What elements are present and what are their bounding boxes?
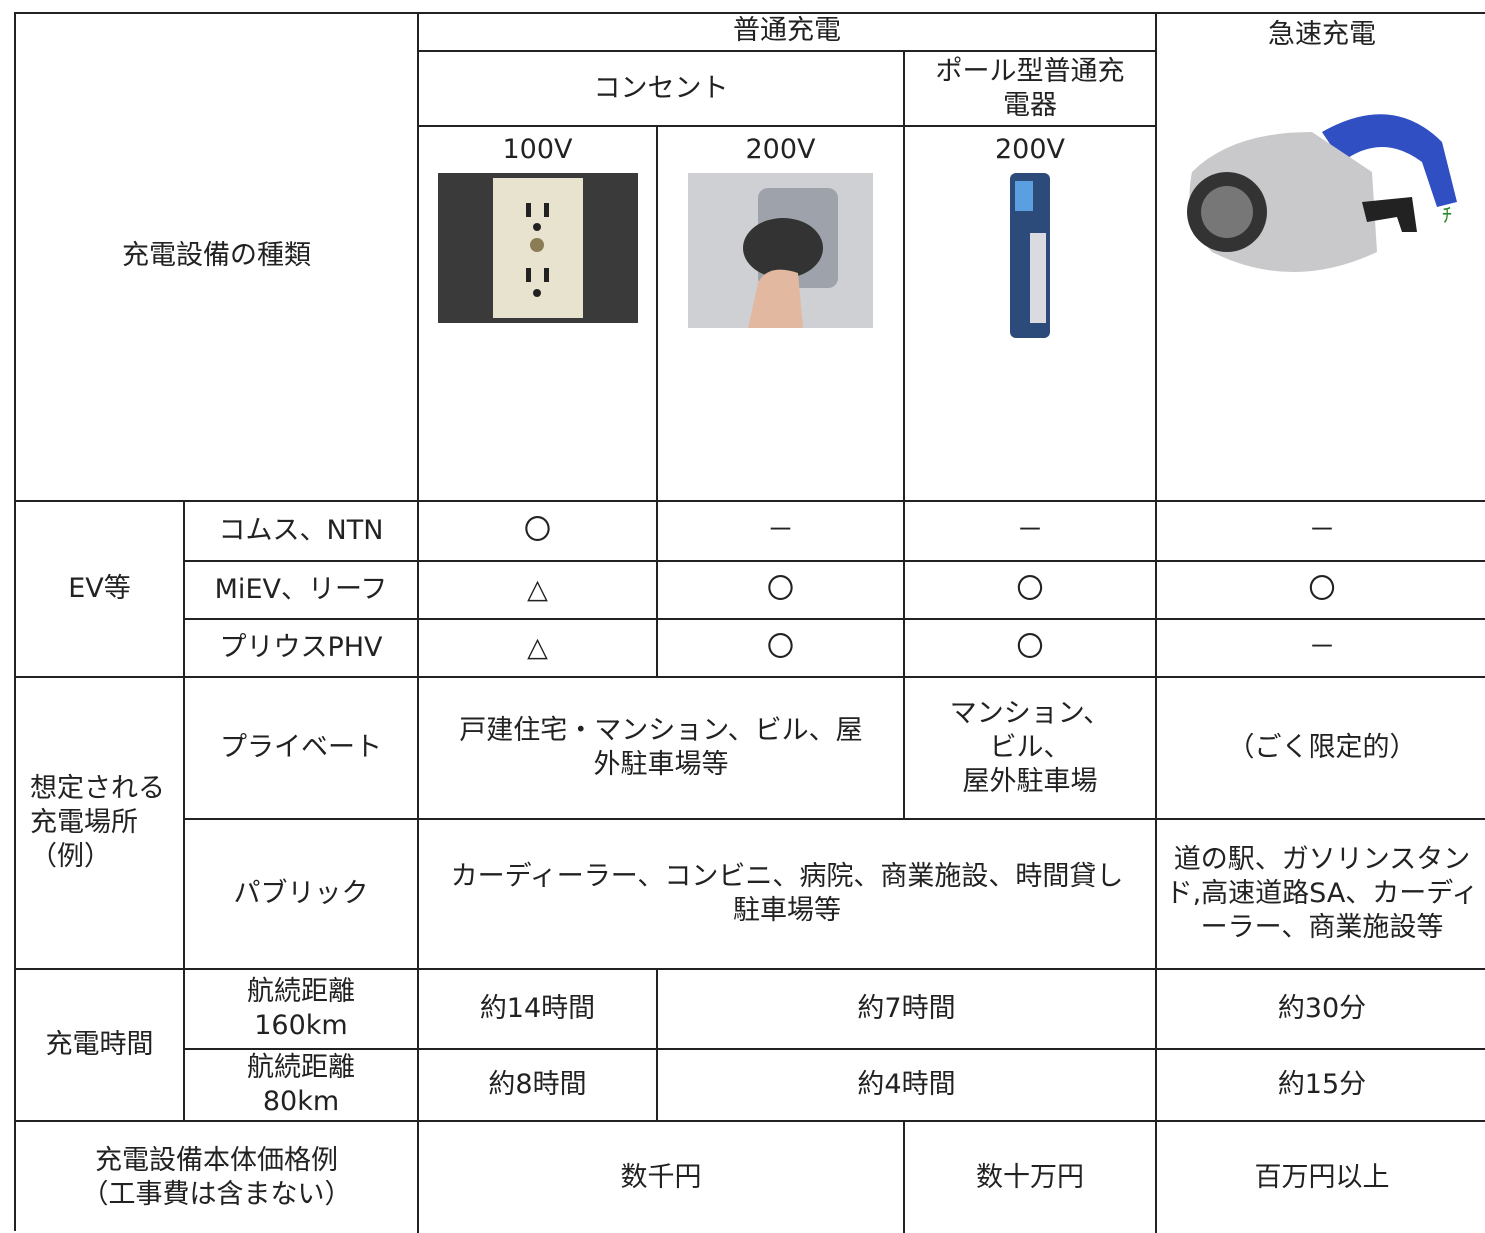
time-v100: 約8時間	[419, 1050, 658, 1122]
ev-label: EV等	[16, 502, 185, 678]
model: MiEV、リーフ	[185, 562, 419, 620]
pole-header: ポール型普通充電器	[905, 52, 1157, 127]
time-quick: 約15分	[1157, 1050, 1485, 1122]
voltage: 200V	[994, 134, 1065, 165]
voltage: 200V	[745, 134, 816, 165]
time-v200: 約7時間	[658, 970, 1157, 1050]
public-label: パブリック	[185, 820, 419, 970]
time-label: 充電時間	[16, 970, 185, 1122]
support: －	[658, 502, 905, 562]
v100-header: 100V	[419, 127, 658, 502]
support: 〇	[905, 562, 1157, 620]
range: 航続距離160km	[185, 970, 419, 1050]
support: －	[1157, 620, 1485, 678]
wall-outlet-image	[688, 172, 873, 328]
outlet-header: コンセント	[419, 52, 905, 127]
support: 〇	[419, 502, 658, 562]
v200-pole-header: 200V	[905, 127, 1157, 502]
support: －	[905, 502, 1157, 562]
model: プリウスPHV	[185, 620, 419, 678]
private-pole: マンション、 ビル、 屋外駐車場	[905, 678, 1157, 820]
normal-header: 普通充電	[419, 12, 1157, 52]
price-pole: 数十万円	[905, 1122, 1157, 1233]
type-label: 充電設備の種類	[16, 12, 419, 502]
public-quick: 道の駅、ガソリンスタンド,高速道路SA、カーディーラー、商業施設等	[1157, 820, 1485, 970]
support: －	[1157, 502, 1485, 562]
support: 〇	[658, 562, 905, 620]
quick-charger-image: ﾁ	[1187, 113, 1457, 272]
pole-charger-image	[1010, 172, 1050, 338]
charging-table: 充電設備の種類 普通充電 急速充電 ﾁ コンセント ポール型普通充電器 100V…	[14, 12, 1485, 1233]
voltage: 100V	[502, 134, 573, 165]
private-outlet: 戸建住宅・マンション、ビル、屋外駐車場等	[419, 678, 905, 820]
support: △	[419, 620, 658, 678]
support: △	[419, 562, 658, 620]
quick-label: 急速充電	[1268, 19, 1376, 50]
support: 〇	[1157, 562, 1485, 620]
svg-text:ﾁ: ﾁ	[1442, 203, 1452, 227]
quick-header: 急速充電 ﾁ	[1157, 12, 1485, 502]
time-v100: 約14時間	[419, 970, 658, 1050]
range: 航続距離80km	[185, 1050, 419, 1122]
support: 〇	[658, 620, 905, 678]
price-quick: 百万円以上	[1254, 1161, 1390, 1193]
private-quick: （ごく限定的）	[1157, 678, 1485, 820]
places-label: 想定される充電場所（例）	[16, 678, 185, 970]
price-outlet: 数千円	[419, 1122, 905, 1233]
private-label: プライベート	[185, 678, 419, 820]
price-label: 充電設備本体価格例 （工事費は含まない）	[16, 1122, 419, 1233]
public-normal: カーディーラー、コンビニ、病院、商業施設、時間貸し駐車場等	[419, 820, 1157, 970]
model: コムス、NTN	[185, 502, 419, 562]
time-v200: 約4時間	[658, 1050, 1157, 1122]
time-quick: 約30分	[1157, 970, 1485, 1050]
support: 〇	[905, 620, 1157, 678]
outlet-image	[437, 172, 638, 323]
v200-outlet-header: 200V	[658, 127, 905, 502]
